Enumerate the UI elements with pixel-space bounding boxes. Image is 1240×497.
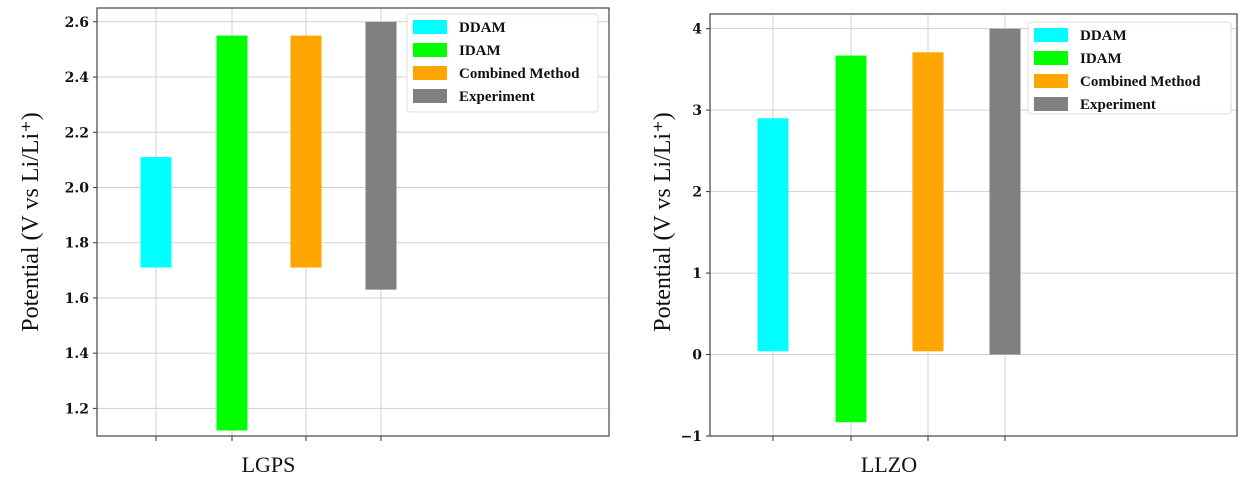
legend-box — [1027, 21, 1232, 115]
bar-experiment — [989, 28, 1021, 355]
y-tick-label: 2.2 — [65, 125, 89, 141]
legend-swatch — [413, 66, 447, 80]
legend-swatch — [413, 89, 447, 103]
legend-swatch — [1034, 51, 1068, 65]
bar-combined-method — [290, 35, 322, 268]
legend-label: Experiment — [459, 89, 535, 105]
legend-swatch — [413, 43, 447, 57]
legend-label: IDAM — [1080, 51, 1122, 67]
axes-frame — [96, 7, 610, 437]
chart-lgps: 1.2 1.4 1.6 1.8 2.0 2.2 2.4 2.6 DDAM IDAM Combined… — [18, 7, 610, 477]
y-tick-label: 2.6 — [65, 15, 89, 31]
legend: DDAM IDAM Combined Method Experiment — [1027, 21, 1232, 115]
y-tick-label: 3 — [692, 103, 702, 119]
y-axis-label: Potential (V vs Li/Li⁺) — [650, 112, 676, 332]
y-tick-label: 2.4 — [65, 70, 90, 86]
legend-label: Combined Method — [1080, 74, 1201, 90]
x-axis-label: LLZO — [861, 452, 917, 477]
y-tick-label: 1.4 — [65, 346, 90, 362]
y-tick-label: 1.6 — [65, 291, 89, 307]
y-tick-label: 2.0 — [65, 180, 90, 196]
bar-combined-method — [912, 52, 944, 352]
y-tick-label: 0 — [692, 348, 702, 364]
axes-frame — [709, 13, 1238, 437]
y-tick-label: 4 — [692, 22, 702, 38]
bar-idam — [216, 35, 248, 431]
legend-box — [406, 13, 599, 113]
legend-label: IDAM — [459, 43, 501, 59]
legend-label: Experiment — [1080, 97, 1156, 113]
legend: DDAM IDAM Combined Method Experiment — [406, 13, 599, 113]
y-tick-label: 1.2 — [65, 401, 89, 417]
y-tick-label: 2 — [692, 185, 702, 201]
y-tick-label: 1 — [692, 266, 702, 282]
bar-idam — [835, 55, 867, 423]
bar-ddam — [140, 157, 172, 268]
y-tick-label: 1.8 — [65, 236, 89, 252]
legend-swatch — [413, 20, 447, 34]
bar-experiment — [365, 21, 397, 290]
y-axis-label: Potential (V vs Li/Li⁺) — [18, 112, 44, 332]
bar-ddam — [757, 118, 789, 352]
legend-label: Combined Method — [459, 66, 580, 82]
legend-swatch — [1034, 74, 1068, 88]
legend-swatch — [1034, 97, 1068, 111]
y-tick-label: −1 — [681, 429, 702, 445]
legend-swatch — [1034, 28, 1068, 42]
x-axis-label: LGPS — [242, 452, 296, 477]
chart-llzo: −1 0 1 2 3 4 DDAM IDAM Combined Method Experiment… — [650, 13, 1238, 477]
legend-label: DDAM — [1080, 28, 1127, 44]
legend-label: DDAM — [459, 20, 506, 36]
